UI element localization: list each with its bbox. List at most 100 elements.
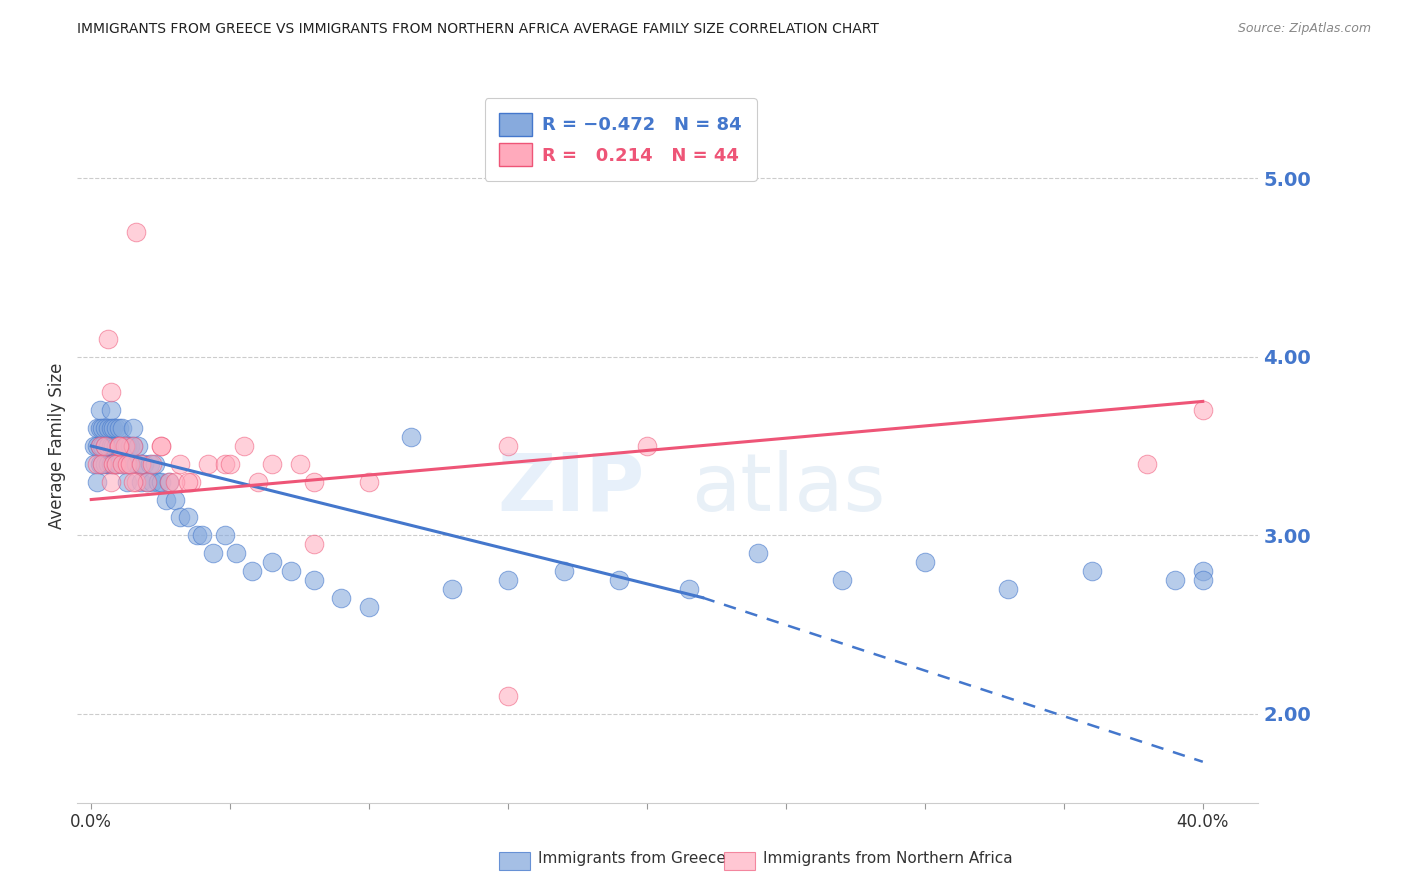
Point <box>100 457 122 471</box>
Point <box>260 555 283 569</box>
Point <box>108 457 131 471</box>
Point <box>225 546 247 560</box>
Point <box>246 475 269 489</box>
Point <box>103 439 125 453</box>
Point <box>105 439 128 453</box>
Point <box>125 475 148 489</box>
Point <box>114 439 136 453</box>
Point <box>288 457 311 471</box>
Point <box>125 225 148 239</box>
Y-axis label: Average Family Size: Average Family Size <box>48 363 66 529</box>
Point <box>359 475 381 489</box>
Point <box>97 421 120 435</box>
Point <box>83 439 105 453</box>
Point <box>86 421 108 435</box>
Point <box>120 457 142 471</box>
Point <box>330 591 353 605</box>
Point <box>117 457 139 471</box>
Point <box>138 457 160 471</box>
Point <box>831 573 853 587</box>
Point <box>1080 564 1102 578</box>
Point <box>103 421 125 435</box>
Point <box>169 457 191 471</box>
Point <box>1164 573 1187 587</box>
Point <box>114 457 136 471</box>
Point <box>163 492 186 507</box>
Point <box>914 555 936 569</box>
Point <box>496 439 519 453</box>
Point <box>441 582 464 596</box>
Point <box>146 475 169 489</box>
Point <box>89 439 111 453</box>
Point <box>105 457 128 471</box>
Point <box>132 457 155 471</box>
Point <box>100 439 122 453</box>
Point <box>143 457 166 471</box>
Point <box>91 439 114 453</box>
Point <box>89 403 111 417</box>
Text: Immigrants from Greece: Immigrants from Greece <box>538 851 727 865</box>
Point <box>157 475 180 489</box>
Text: Source: ZipAtlas.com: Source: ZipAtlas.com <box>1237 22 1371 36</box>
Point <box>108 421 131 435</box>
Point <box>141 475 163 489</box>
Point <box>129 457 152 471</box>
Point <box>197 457 219 471</box>
Point <box>997 582 1019 596</box>
Point <box>125 457 148 471</box>
Point <box>86 457 108 471</box>
Point <box>111 421 134 435</box>
Point <box>111 439 134 453</box>
Point <box>191 528 214 542</box>
Point <box>202 546 225 560</box>
Point <box>233 439 256 453</box>
Point <box>86 475 108 489</box>
Point <box>636 439 658 453</box>
Point <box>219 457 242 471</box>
Point <box>100 385 122 400</box>
Point <box>359 599 381 614</box>
Point <box>97 439 120 453</box>
Point <box>100 475 122 489</box>
Point <box>747 546 769 560</box>
Point <box>97 439 120 453</box>
Text: IMMIGRANTS FROM GREECE VS IMMIGRANTS FROM NORTHERN AFRICA AVERAGE FAMILY SIZE CO: IMMIGRANTS FROM GREECE VS IMMIGRANTS FRO… <box>77 22 879 37</box>
Point <box>242 564 264 578</box>
Point <box>94 457 117 471</box>
Point <box>135 475 157 489</box>
Point <box>141 457 163 471</box>
Point <box>89 457 111 471</box>
Point <box>83 457 105 471</box>
Point <box>122 439 145 453</box>
Point <box>496 573 519 587</box>
Point <box>127 439 149 453</box>
Point <box>302 537 325 551</box>
Point <box>135 475 157 489</box>
Point <box>103 457 125 471</box>
Point <box>100 403 122 417</box>
Point <box>280 564 302 578</box>
Point <box>105 457 128 471</box>
Point <box>149 475 172 489</box>
Point <box>105 421 128 435</box>
Point <box>122 421 145 435</box>
Point <box>302 475 325 489</box>
Point <box>553 564 575 578</box>
Point <box>155 492 177 507</box>
Point <box>302 573 325 587</box>
Point <box>678 582 700 596</box>
Point <box>214 528 236 542</box>
Point <box>114 439 136 453</box>
Point <box>214 457 236 471</box>
Point <box>129 475 152 489</box>
Point <box>1136 457 1159 471</box>
Point <box>399 430 422 444</box>
Point <box>91 457 114 471</box>
Text: ZIP: ZIP <box>496 450 644 528</box>
Point <box>108 439 131 453</box>
Point <box>97 457 120 471</box>
Point <box>496 689 519 703</box>
Point <box>607 573 630 587</box>
Point <box>260 457 283 471</box>
Text: Immigrants from Northern Africa: Immigrants from Northern Africa <box>763 851 1014 865</box>
